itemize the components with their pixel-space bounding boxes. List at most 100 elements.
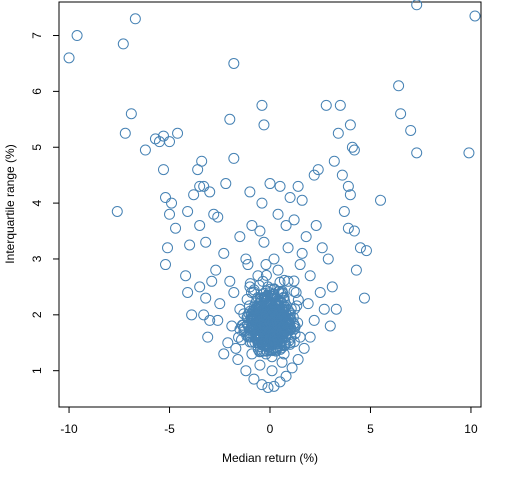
data-point <box>286 362 298 374</box>
data-point <box>281 324 293 336</box>
data-point <box>292 294 304 306</box>
data-point <box>330 303 342 315</box>
data-point <box>214 298 226 310</box>
data-point <box>310 219 322 231</box>
data-point <box>249 328 261 340</box>
data-point <box>393 80 405 92</box>
data-point <box>246 219 258 231</box>
data-point <box>202 331 214 343</box>
y-tick-label: 3 <box>30 255 44 262</box>
data-point <box>117 38 129 50</box>
data-point <box>275 309 287 321</box>
data-point <box>274 180 286 192</box>
data-point <box>304 270 316 282</box>
data-point <box>266 365 278 377</box>
data-point <box>119 127 131 139</box>
data-point <box>324 320 336 332</box>
data-point <box>258 313 270 325</box>
data-point <box>256 197 268 209</box>
data-point <box>284 338 296 350</box>
data-point <box>375 194 387 206</box>
data-point <box>298 342 310 354</box>
data-point <box>318 303 330 315</box>
y-tick-label: 1 <box>30 367 44 374</box>
data-point <box>258 236 270 248</box>
data-point <box>294 259 306 271</box>
data-point <box>198 309 210 321</box>
data-point <box>180 270 192 282</box>
data-point <box>260 295 272 307</box>
data-point <box>314 286 326 298</box>
data-point <box>194 219 206 231</box>
data-point <box>247 305 259 317</box>
data-point <box>228 286 240 298</box>
data-point <box>246 286 258 298</box>
data-point <box>241 293 253 305</box>
data-point <box>160 259 171 271</box>
data-point <box>256 379 268 391</box>
data-point <box>350 264 362 276</box>
data-point <box>258 119 270 131</box>
x-tick-label: -10 <box>60 422 78 436</box>
data-point <box>360 245 372 257</box>
x-tick-label: 0 <box>267 422 274 436</box>
data-point <box>334 99 346 111</box>
data-point <box>260 259 272 271</box>
data-point <box>218 247 230 259</box>
data-point <box>277 330 289 342</box>
data-point <box>326 281 338 293</box>
data-point <box>254 359 266 371</box>
data-point <box>233 331 245 343</box>
data-point <box>277 288 289 300</box>
data-point <box>405 124 417 136</box>
data-point <box>234 231 246 243</box>
y-axis-title: Interquartile range (%) <box>3 144 17 263</box>
data-point <box>344 189 356 201</box>
data-point <box>210 264 222 276</box>
data-point <box>232 354 244 366</box>
data-point <box>200 236 212 248</box>
data-point <box>328 155 340 167</box>
data-point <box>194 180 206 192</box>
data-point <box>238 308 250 320</box>
data-point <box>272 319 284 331</box>
data-point <box>186 309 198 321</box>
data-point <box>164 136 176 148</box>
x-axis-title: Median return (%) <box>222 451 318 465</box>
data-point <box>463 147 475 159</box>
x-tick-label: -5 <box>164 422 175 436</box>
data-point <box>222 337 234 349</box>
data-point <box>348 144 360 156</box>
data-point <box>288 275 300 287</box>
x-axis: -10 -5 0 5 10 <box>60 407 478 436</box>
data-point <box>63 52 75 64</box>
data-point <box>255 292 267 304</box>
data-point <box>260 292 272 304</box>
data-point <box>182 286 194 298</box>
y-tick-label: 2 <box>30 311 44 318</box>
data-point <box>288 318 300 330</box>
data-point <box>322 253 334 265</box>
data-point <box>247 311 259 323</box>
data-point <box>395 108 407 120</box>
data-point <box>129 13 141 25</box>
data-point <box>244 186 256 198</box>
data-point <box>196 155 208 167</box>
data-point <box>248 373 260 385</box>
data-point <box>198 180 210 192</box>
data-point <box>170 222 182 234</box>
data-point <box>358 292 370 304</box>
data-point <box>260 269 272 281</box>
data-point <box>284 192 296 204</box>
data-point <box>272 208 284 220</box>
data-point <box>224 113 236 125</box>
data-point <box>304 331 316 343</box>
data-point <box>300 231 312 243</box>
data-point <box>262 381 274 393</box>
data-point <box>71 30 83 42</box>
data-point <box>308 169 320 181</box>
data-point <box>274 376 286 388</box>
data-point <box>204 314 216 326</box>
data-point <box>242 259 254 271</box>
